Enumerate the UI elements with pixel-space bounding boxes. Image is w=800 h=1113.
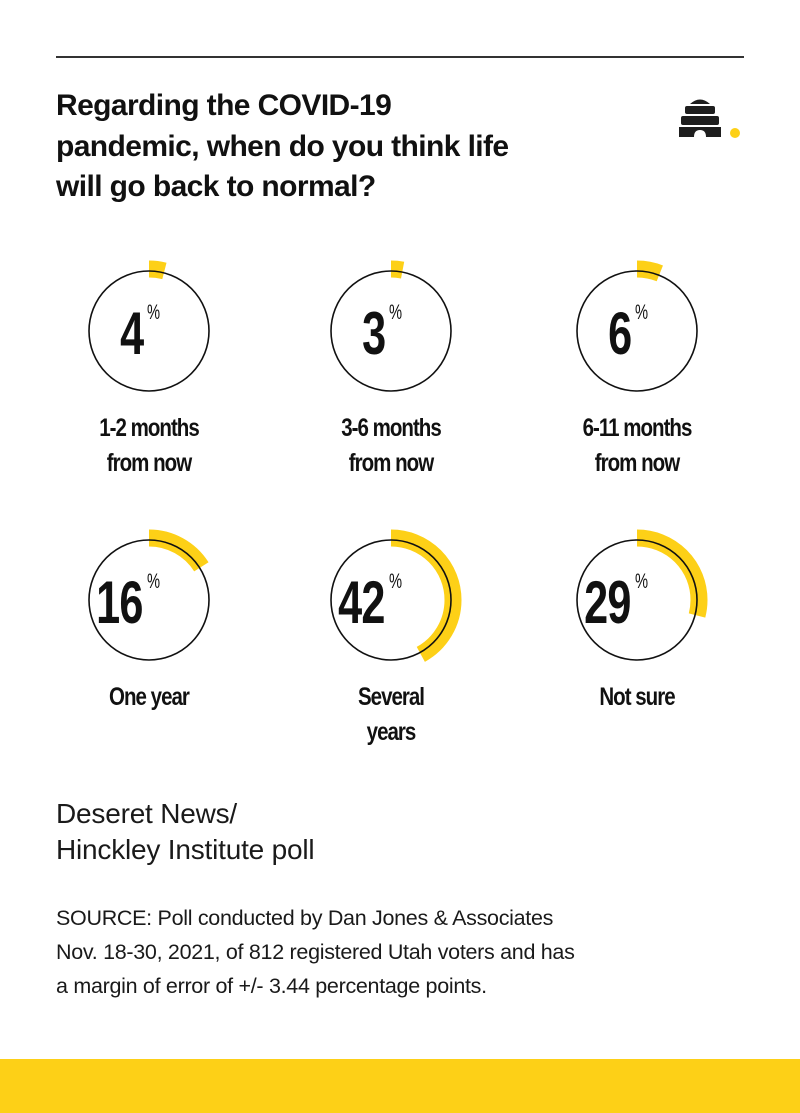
label-line: from now (106, 449, 192, 477)
title-line: will go back to normal? (56, 170, 376, 203)
title-line: pandemic, when do you think life (56, 129, 509, 163)
value-arc (320, 529, 462, 671)
ring-item: 16% One year (49, 525, 249, 725)
credit-line: Deseret News/ (56, 798, 238, 829)
progress-ring (566, 529, 708, 671)
percent-value: 4 (119, 300, 144, 367)
category-label: Several years (291, 680, 491, 750)
outline-circle (88, 539, 210, 661)
value-arc (78, 529, 220, 671)
ring-item: 6% 6-11 months from now (537, 256, 737, 477)
outline-circle (330, 270, 452, 392)
top-rule (56, 56, 744, 58)
percent-sign: % (389, 301, 403, 324)
outline-circle (330, 539, 452, 661)
outline-circle (576, 539, 698, 661)
value-display: 6% (537, 256, 737, 406)
label-line: years (366, 718, 417, 746)
ring-item: 3% 3-6 months from now (291, 256, 491, 477)
percent-value: 3 (361, 300, 386, 367)
ring-chart-grid: 4% 1-2 months from now 3% 3-6 months from now… (49, 256, 737, 746)
label-line: Several (357, 683, 425, 711)
percent-sign: % (635, 301, 649, 324)
label-line: from now (348, 449, 434, 477)
value-display: 29% (537, 525, 737, 675)
label-line: 6-11 months (582, 414, 693, 442)
value-arc (566, 529, 708, 671)
category-label: Not sure (537, 680, 737, 715)
label-line: Not sure (599, 683, 675, 711)
title-line: Regarding the COVID-19 (56, 89, 392, 122)
percent-sign: % (147, 570, 161, 593)
label-line: 1-2 months (99, 414, 199, 442)
progress-ring (566, 260, 708, 402)
label-line: 3-6 months (341, 414, 441, 442)
value-display: 16% (49, 525, 249, 675)
beehive-icon (679, 99, 740, 138)
percent-value: 16 (96, 569, 143, 636)
ring-item: 4% 1-2 months from now (49, 256, 249, 477)
category-label: One year (49, 680, 249, 715)
percent-value: 29 (584, 569, 631, 636)
progress-ring (320, 529, 462, 671)
chart-title: Regarding the COVID-19 pandemic, when do… (56, 86, 616, 208)
value-arc (78, 260, 220, 402)
percent-sign: % (389, 570, 403, 593)
label-line: from now (594, 449, 680, 477)
footer-accent-bar (0, 1059, 800, 1113)
source-line: Nov. 18-30, 2021, of 812 registered Utah… (56, 940, 575, 964)
value-display: 3% (291, 256, 491, 406)
percent-value: 6 (607, 300, 632, 367)
source-line: a margin of error of +/- 3.44 percentage… (56, 974, 487, 998)
value-arc (320, 260, 462, 402)
progress-ring (320, 260, 462, 402)
progress-ring (78, 260, 220, 402)
category-label: 3-6 months from now (291, 411, 491, 481)
value-arc (566, 260, 708, 402)
category-label: 6-11 months from now (537, 411, 737, 481)
ring-item: 42% Several years (291, 525, 491, 746)
progress-ring (78, 529, 220, 671)
percent-value: 42 (338, 569, 385, 636)
credit-line: Hinckley Institute poll (56, 834, 315, 865)
percent-sign: % (147, 301, 161, 324)
label-line: One year (109, 683, 190, 711)
value-display: 42% (291, 525, 491, 675)
ring-item: 29% Not sure (537, 525, 737, 725)
value-display: 4% (49, 256, 249, 406)
source-note: SOURCE: Poll conducted by Dan Jones & As… (56, 901, 756, 1003)
source-line: SOURCE: Poll conducted by Dan Jones & As… (56, 906, 554, 930)
category-label: 1-2 months from now (49, 411, 249, 481)
outline-circle (88, 270, 210, 392)
outline-circle (576, 270, 698, 392)
percent-sign: % (635, 570, 649, 593)
poll-credit: Deseret News/ Hinckley Institute poll (56, 796, 315, 868)
